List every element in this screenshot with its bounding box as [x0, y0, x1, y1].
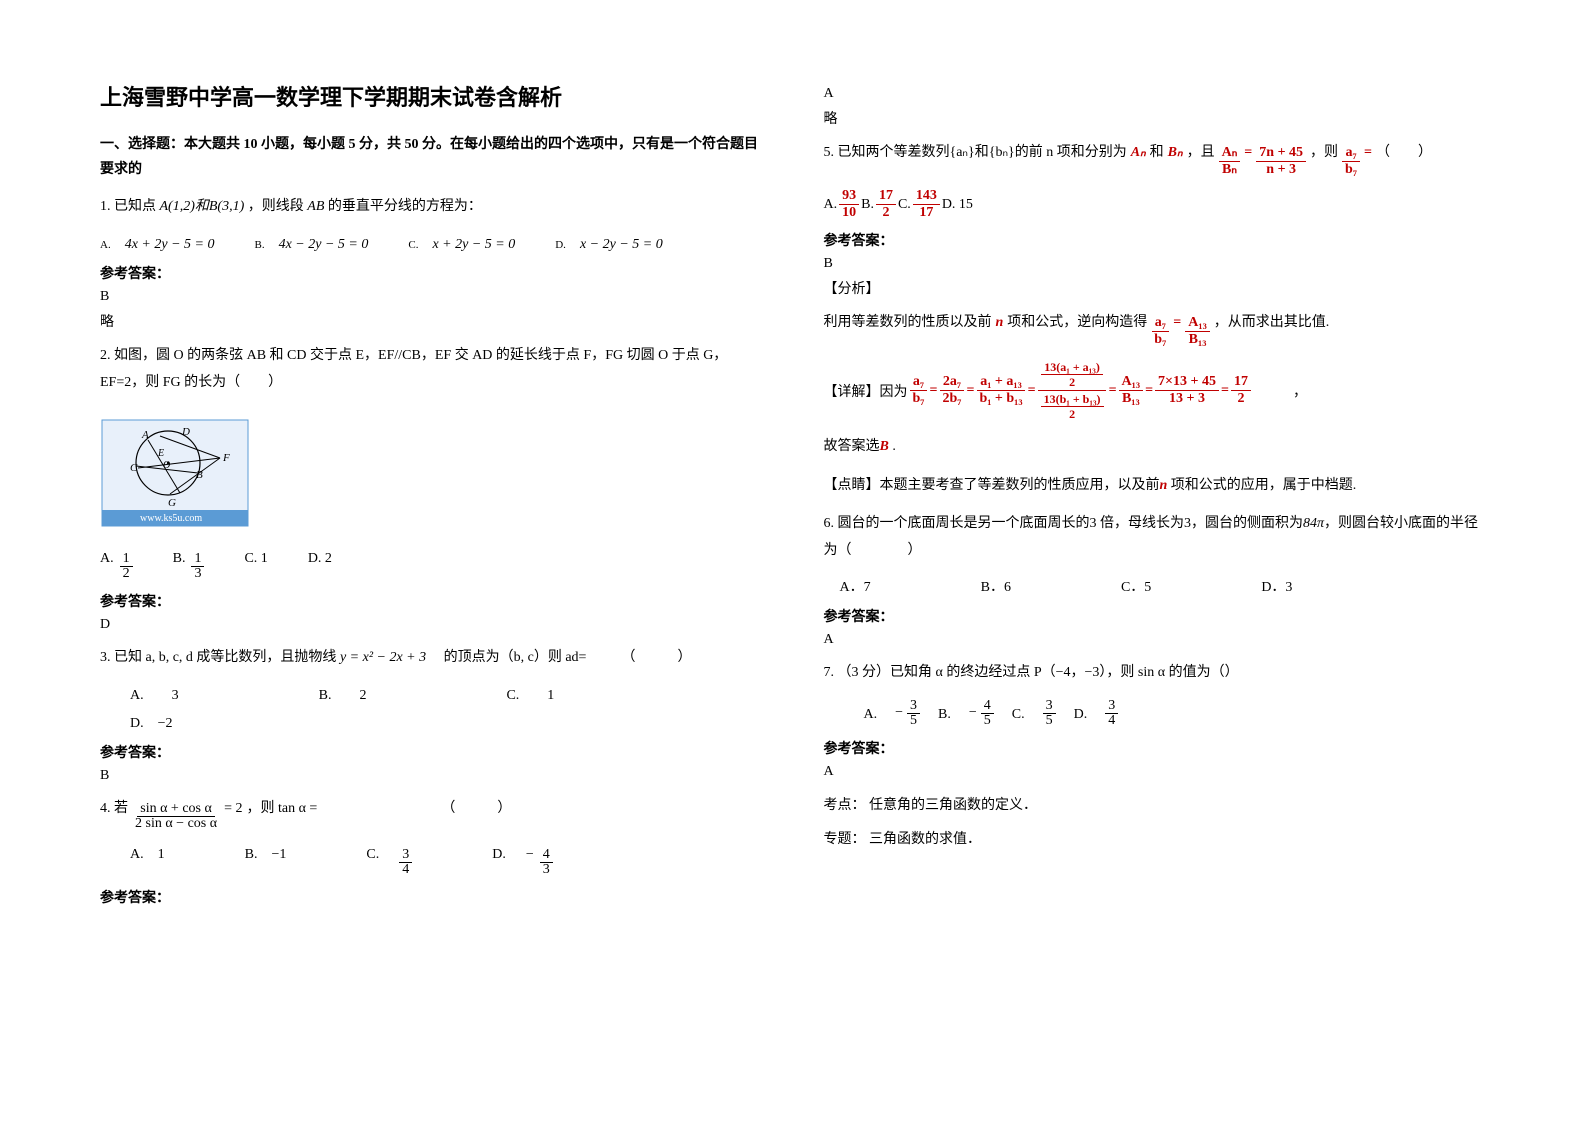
- q2-opt-d: D. 2: [308, 551, 332, 567]
- right-column: A 略 5. 已知两个等差数列{aₙ}和{bₙ}的前 n 项和分别为 Aₙ 和 …: [824, 80, 1488, 913]
- q6-opt-d: D．3: [1261, 576, 1292, 596]
- svg-text:D: D: [181, 426, 190, 438]
- q5-answer-label: 参考答案：: [824, 230, 1488, 250]
- q3-answer: B: [100, 768, 764, 784]
- q1-answer-label: 参考答案：: [100, 263, 764, 283]
- q1-opt-d: D. x − 2y − 5 = 0: [555, 233, 662, 253]
- question-3: 3. 已知 a, b, c, d 成等比数列，且抛物线 y = x² − 2x …: [100, 645, 764, 672]
- q4-frac: sin α + cos α 2 sin α − cos α: [132, 802, 220, 831]
- q5-analysis-label: 【分析】: [824, 278, 1488, 298]
- page-container: 上海雪野中学高一数学理下学期期末试卷含解析 一、选择题：本大题共 10 小题，每…: [0, 0, 1587, 953]
- question-7: 7. （3 分）已知角 α 的终边经过点 P（−4，−3），则 sin α 的值…: [824, 660, 1488, 687]
- question-5: 5. 已知两个等差数列{aₙ}和{bₙ}的前 n 项和分别为 Aₙ 和 Bₙ ，…: [824, 140, 1488, 177]
- svg-text:B: B: [196, 469, 203, 481]
- q7-kaodian: 考点： 任意角的三角函数的定义．: [824, 794, 1488, 814]
- q3-opt-c: C. 1: [506, 684, 554, 704]
- q1-note: 略: [100, 311, 764, 331]
- q1-opt-b: B. 4x − 2y − 5 = 0: [254, 233, 368, 253]
- svg-text:G: G: [168, 497, 176, 509]
- q1-opt-c: C. x + 2y − 5 = 0: [408, 233, 515, 253]
- q6-answer-label: 参考答案：: [824, 606, 1488, 626]
- q7-answer-label: 参考答案：: [824, 738, 1488, 758]
- q5-detail: 【详解】因为 a₇b₇ = 2a₇2b₇ = a₁ + a₁₃b₁ + b₁₃ …: [824, 359, 1488, 422]
- svg-text:www.ks5u.com: www.ks5u.com: [140, 513, 202, 524]
- q4-note: 略: [824, 108, 1488, 128]
- q5-so: 故答案选B .: [824, 434, 1488, 461]
- q1-pre: 1. 已知点: [100, 199, 156, 214]
- exam-title: 上海雪野中学高一数学理下学期期末试卷含解析: [100, 80, 764, 112]
- q2-diagram: A D O E F C B G www.ks5u.com: [100, 418, 250, 533]
- q2-answer-label: 参考答案：: [100, 591, 764, 611]
- q4-opt-d: D. − 43: [492, 843, 553, 877]
- svg-text:E: E: [157, 448, 164, 459]
- question-2: 2. 如图，圆 O 的两条弦 AB 和 CD 交于点 E，EF//CB，EF 交…: [100, 343, 764, 396]
- q4-opt-c: C. 34: [366, 843, 412, 877]
- q5-tip: 【点睛】本题主要考查了等差数列的性质应用，以及前n 项和公式的应用，属于中档题.: [824, 473, 1488, 500]
- q6-options: A．7 B．6 C．5 D．3: [840, 576, 1488, 596]
- question-1: 1. 已知点 A(1,2)和B(3,1) ，则线段 AB 的垂直平分线的方程为：: [100, 194, 764, 221]
- svg-text:O: O: [163, 460, 170, 471]
- q1-opt-a: A. 4x + 2y − 5 = 0: [100, 233, 214, 253]
- question-4: 4. 若 sin α + cos α 2 sin α − cos α = 2 ，…: [100, 796, 764, 831]
- q3-options: A. 3 B. 2 C. 1: [130, 684, 764, 704]
- q2-opt-c: C. 1: [244, 551, 267, 567]
- q1-math1: A(1,2)和B(3,1): [160, 199, 245, 214]
- q1-mid: ，则线段: [248, 199, 304, 214]
- section-header: 一、选择题：本大题共 10 小题，每小题 5 分，共 50 分。在每小题给出的四…: [100, 132, 764, 182]
- q4-opt-a: A. 1: [130, 843, 165, 863]
- svg-text:F: F: [222, 452, 230, 464]
- q5-analysis: 利用等差数列的性质以及前 n 项和公式，逆向构造得 a₇b₇ = A₁₃B₁₃ …: [824, 310, 1488, 347]
- q6-opt-c: C．5: [1121, 576, 1151, 596]
- q1-answer: B: [100, 289, 764, 305]
- q2-opt-b: B. 13: [173, 551, 205, 581]
- q6-answer: A: [824, 632, 1488, 648]
- q4-opt-b: B. −1: [245, 843, 287, 863]
- q6-opt-a: A．7: [840, 576, 871, 596]
- q3-opt-d: D. −2: [130, 712, 764, 732]
- q4-answer-label: 参考答案：: [100, 887, 764, 907]
- q7-answer: A: [824, 764, 1488, 780]
- q7-options: A. − 35 B. − 45 C. 35 D. 34: [864, 699, 1488, 728]
- q6-opt-b: B．6: [981, 576, 1011, 596]
- svg-text:A: A: [141, 429, 149, 441]
- q3-opt-b: B. 2: [319, 684, 367, 704]
- question-6: 6. 圆台的一个底面周长是另一个底面周长的3 倍，母线长为3，圆台的侧面积为84…: [824, 511, 1488, 564]
- q2-opt-a: A. 12: [100, 551, 133, 581]
- q1-math2: AB: [307, 199, 324, 214]
- q5-options: A. 9310 B. 172 C. 14317 D. 15: [824, 189, 1488, 220]
- left-column: 上海雪野中学高一数学理下学期期末试卷含解析 一、选择题：本大题共 10 小题，每…: [100, 80, 764, 913]
- q2-options: A. 12 B. 13 C. 1 D. 2: [100, 551, 764, 581]
- q7-zhuanti: 专题： 三角函数的求值．: [824, 828, 1488, 848]
- q1-options: A. 4x + 2y − 5 = 0 B. 4x − 2y − 5 = 0 C.…: [100, 233, 764, 253]
- q4-options: A. 1 B. −1 C. 34 D. − 43: [130, 843, 764, 877]
- svg-text:C: C: [130, 462, 138, 474]
- q3-opt-a: A. 3: [130, 684, 179, 704]
- q2-answer: D: [100, 617, 764, 633]
- q4-answer: A: [824, 86, 1488, 102]
- q3-answer-label: 参考答案：: [100, 742, 764, 762]
- q1-post: 的垂直平分线的方程为：: [328, 199, 482, 214]
- q5-answer: B: [824, 256, 1488, 272]
